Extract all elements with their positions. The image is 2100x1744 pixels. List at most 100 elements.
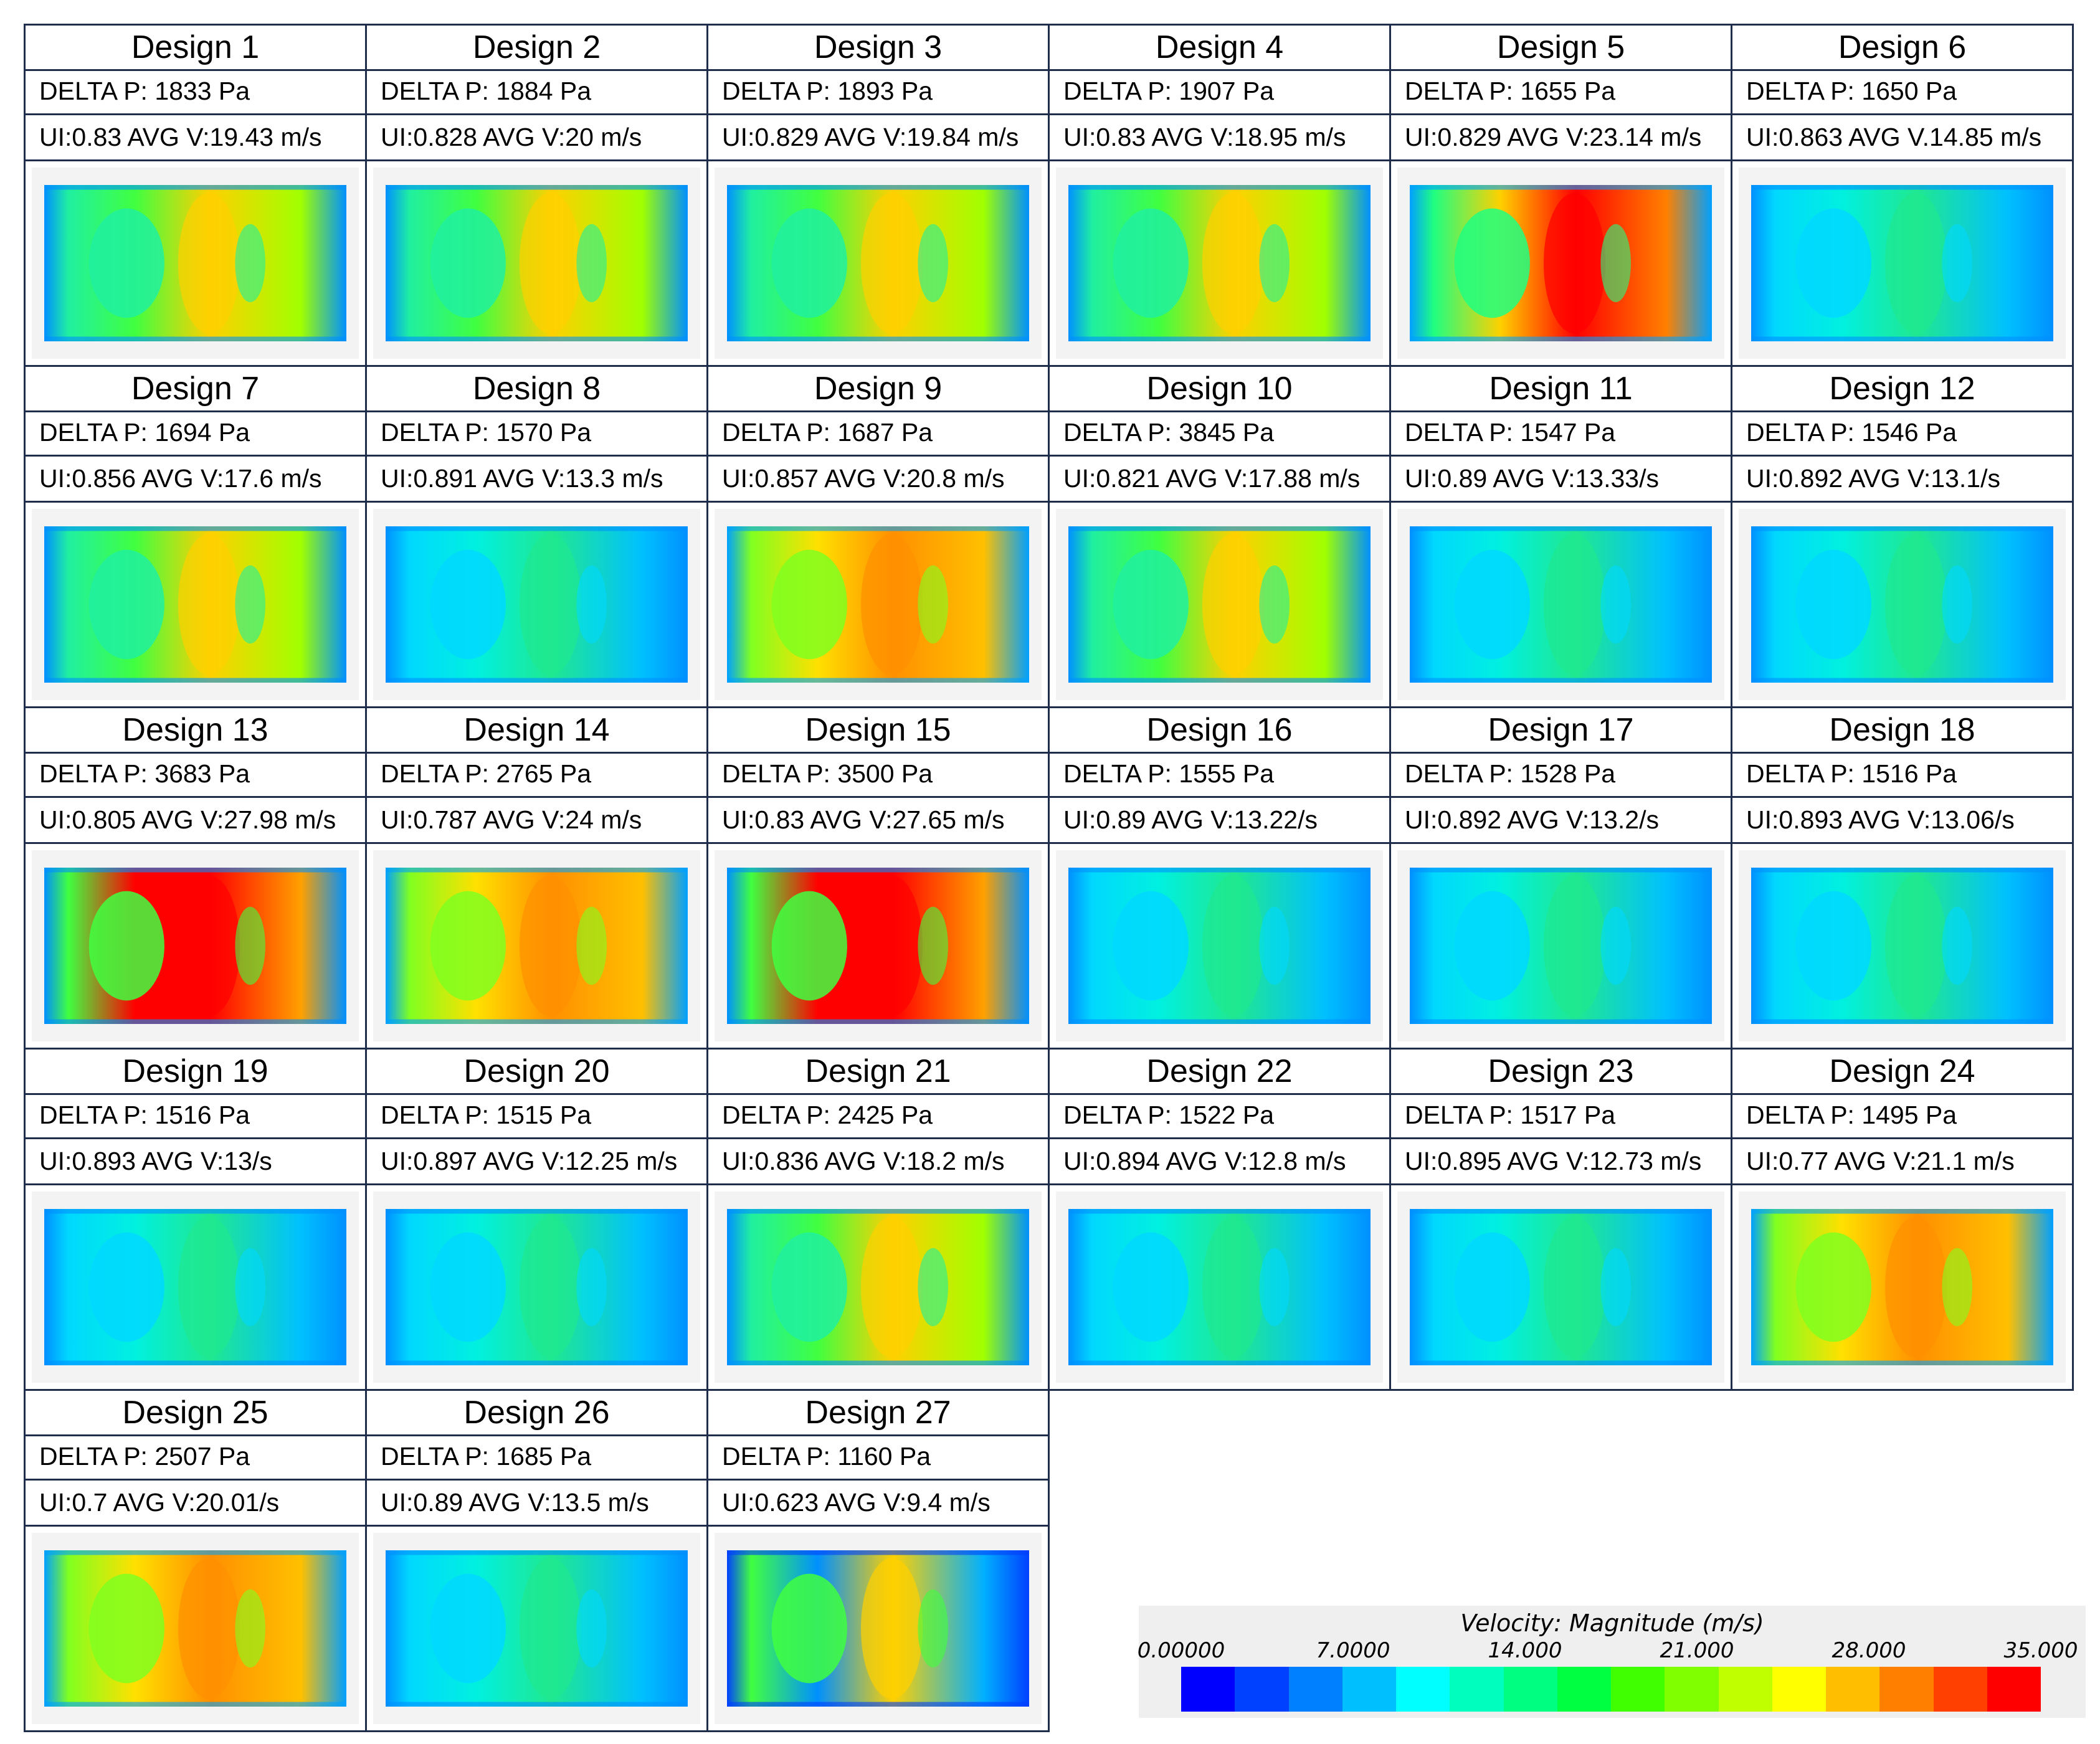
uniformity-velocity-label: UI:0.897 AVG V:12.25 m/s	[367, 1139, 706, 1185]
delta-p-label: DELTA P: 1687 Pa	[708, 410, 1048, 457]
design-title: Design 7	[26, 367, 365, 412]
velocity-contour	[386, 1209, 688, 1365]
uniformity-velocity-label: UI:0.821 AVG V:17.88 m/s	[1050, 457, 1389, 503]
legend-color-swatch	[1181, 1667, 1235, 1712]
legend-color-swatch	[1665, 1667, 1719, 1712]
design-title: Design 27	[708, 1391, 1048, 1436]
design-title: Design 11	[1391, 367, 1731, 412]
velocity-contour	[44, 868, 346, 1024]
delta-p-label: DELTA P: 1833 Pa	[26, 69, 365, 115]
legend-tick: 7.0000	[1316, 1638, 1390, 1663]
design-title: Design 6	[1732, 26, 2072, 71]
contour-plot-frame	[1397, 168, 1724, 359]
contour-plot-frame	[1056, 850, 1383, 1041]
velocity-contour	[1410, 1209, 1712, 1365]
design-cell: Design 25 DELTA P: 2507 Pa UI:0.7 AVG V:20…	[24, 1389, 367, 1732]
delta-p-label: DELTA P: 2425 Pa	[708, 1093, 1048, 1139]
design-title: Design 26	[367, 1391, 706, 1436]
design-title: Design 3	[708, 26, 1048, 71]
velocity-contour	[386, 526, 688, 683]
uniformity-velocity-label: UI:0.829 AVG V:23.14 m/s	[1391, 115, 1731, 161]
velocity-contour	[1068, 868, 1371, 1024]
design-cell: Design 19 DELTA P: 1516 Pa UI:0.893 AVG V:…	[24, 1048, 367, 1391]
velocity-contour	[386, 1550, 688, 1707]
delta-p-label: DELTA P: 1893 Pa	[708, 69, 1048, 115]
contour-plot-frame	[373, 168, 700, 359]
contour-plot-frame	[1056, 1192, 1383, 1383]
design-title: Design 16	[1050, 708, 1389, 754]
velocity-contour	[1410, 526, 1712, 683]
legend-color-swatch	[1826, 1667, 1880, 1712]
design-cell: Design 9 DELTA P: 1687 Pa UI:0.857 AVG V:2…	[706, 365, 1050, 708]
velocity-contour	[386, 185, 688, 341]
delta-p-label: DELTA P: 1546 Pa	[1732, 410, 2072, 457]
design-cell: Design 4 DELTA P: 1907 Pa UI:0.83 AVG V:18…	[1048, 24, 1391, 367]
design-title: Design 15	[708, 708, 1048, 754]
design-title: Design 17	[1391, 708, 1731, 754]
uniformity-velocity-label: UI:0.891 AVG V:13.3 m/s	[367, 457, 706, 503]
velocity-contour	[727, 1550, 1029, 1707]
velocity-contour	[1751, 526, 2053, 683]
velocity-contour	[727, 185, 1029, 341]
delta-p-label: DELTA P: 1495 Pa	[1732, 1093, 2072, 1139]
legend-color-bar	[1181, 1667, 2041, 1712]
legend-color-swatch	[1718, 1667, 1772, 1712]
contour-plot-frame	[1397, 850, 1724, 1041]
legend-tick: 28.000	[1832, 1638, 1906, 1663]
velocity-contour	[44, 526, 346, 683]
contour-plot-frame	[1739, 1192, 2066, 1383]
delta-p-label: DELTA P: 1516 Pa	[26, 1093, 365, 1139]
contour-plot-frame	[715, 1192, 1042, 1383]
design-cell: Design 8 DELTA P: 1570 Pa UI:0.891 AVG V:1…	[365, 365, 708, 708]
uniformity-velocity-label: UI:0.77 AVG V:21.1 m/s	[1732, 1139, 2072, 1185]
uniformity-velocity-label: UI:0.895 AVG V:12.73 m/s	[1391, 1139, 1731, 1185]
legend-color-swatch	[1396, 1667, 1450, 1712]
delta-p-label: DELTA P: 1547 Pa	[1391, 410, 1731, 457]
uniformity-velocity-label: UI:0.89 AVG V:13.33/s	[1391, 457, 1731, 503]
design-title: Design 5	[1391, 26, 1731, 71]
uniformity-velocity-label: UI:0.787 AVG V:24 m/s	[367, 798, 706, 844]
design-cell: Design 13 DELTA P: 3683 Pa UI:0.805 AVG V:…	[24, 706, 367, 1050]
delta-p-label: DELTA P: 1655 Pa	[1391, 69, 1731, 115]
design-cell: Design 7 DELTA P: 1694 Pa UI:0.856 AVG V:1…	[24, 365, 367, 708]
velocity-contour	[1751, 868, 2053, 1024]
design-title: Design 2	[367, 26, 706, 71]
design-cell: Design 24 DELTA P: 1495 Pa UI:0.77 AVG V:2…	[1731, 1048, 2074, 1391]
delta-p-label: DELTA P: 3683 Pa	[26, 752, 365, 798]
legend-color-swatch	[1235, 1667, 1289, 1712]
contour-plot-frame	[373, 1533, 700, 1724]
uniformity-velocity-label: UI:0.83 AVG V:19.43 m/s	[26, 115, 365, 161]
design-title: Design 8	[367, 367, 706, 412]
velocity-contour	[1410, 868, 1712, 1024]
legend-color-swatch	[1503, 1667, 1557, 1712]
delta-p-label: DELTA P: 1528 Pa	[1391, 752, 1731, 798]
design-cell: Design 16 DELTA P: 1555 Pa UI:0.89 AVG V:1…	[1048, 706, 1391, 1050]
velocity-contour	[1068, 1209, 1371, 1365]
contour-plot-frame	[1056, 168, 1383, 359]
design-cell: Design 10 DELTA P: 3845 Pa UI:0.821 AVG V:…	[1048, 365, 1391, 708]
delta-p-label: DELTA P: 1517 Pa	[1391, 1093, 1731, 1139]
delta-p-label: DELTA P: 1515 Pa	[367, 1093, 706, 1139]
uniformity-velocity-label: UI:0.856 AVG V:17.6 m/s	[26, 457, 365, 503]
delta-p-label: DELTA P: 1516 Pa	[1732, 752, 2072, 798]
velocity-contour	[1751, 1209, 2053, 1365]
uniformity-velocity-label: UI:0.623 AVG V:9.4 m/s	[708, 1481, 1048, 1527]
design-cell: Design 21 DELTA P: 2425 Pa UI:0.836 AVG V:…	[706, 1048, 1050, 1391]
design-title: Design 25	[26, 1391, 365, 1436]
velocity-contour	[1410, 185, 1712, 341]
contour-plot-frame	[32, 168, 359, 359]
design-title: Design 19	[26, 1050, 365, 1095]
uniformity-velocity-label: UI:0.836 AVG V:18.2 m/s	[708, 1139, 1048, 1185]
legend-color-swatch	[1557, 1667, 1611, 1712]
design-title: Design 12	[1732, 367, 2072, 412]
legend-tick: 14.000	[1488, 1638, 1562, 1663]
delta-p-label: DELTA P: 2765 Pa	[367, 752, 706, 798]
contour-plot-frame	[715, 850, 1042, 1041]
uniformity-velocity-label: UI:0.893 AVG V:13/s	[26, 1139, 365, 1185]
design-cell: Design 26 DELTA P: 1685 Pa UI:0.89 AVG V:1…	[365, 1389, 708, 1732]
velocity-contour	[727, 1209, 1029, 1365]
velocity-contour	[727, 526, 1029, 683]
uniformity-velocity-label: UI:0.805 AVG V:27.98 m/s	[26, 798, 365, 844]
design-title: Design 20	[367, 1050, 706, 1095]
velocity-contour	[44, 185, 346, 341]
